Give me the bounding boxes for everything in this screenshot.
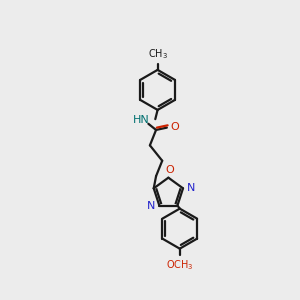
Text: O: O bbox=[166, 165, 174, 175]
Text: OCH$_3$: OCH$_3$ bbox=[166, 258, 194, 272]
Text: HN: HN bbox=[133, 115, 150, 125]
Text: O: O bbox=[170, 122, 179, 132]
Text: N: N bbox=[187, 183, 195, 193]
Text: N: N bbox=[147, 200, 155, 211]
Text: CH$_3$: CH$_3$ bbox=[148, 47, 168, 61]
